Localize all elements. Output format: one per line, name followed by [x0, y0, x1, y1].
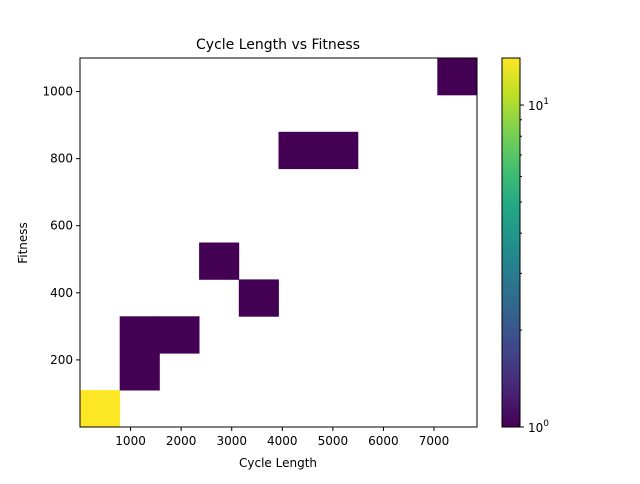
colorbar: 100 101	[501, 57, 549, 435]
colorbar-tick-label: 100	[528, 419, 549, 435]
heatmap-cell	[437, 58, 478, 96]
x-tick-label: 6000	[368, 434, 399, 448]
colorbar-ticks: 100 101	[520, 97, 549, 435]
y-tick-label: 400	[50, 286, 73, 300]
y-tick-label: 800	[50, 152, 73, 166]
heatmap-cells	[80, 58, 478, 428]
heatmap-cell	[318, 131, 359, 170]
x-axis-ticks: 1000 2000 3000 4000 5000 6000 7000	[115, 427, 449, 448]
colorbar-tick-label: 101	[528, 97, 549, 113]
x-tick-label: 2000	[166, 434, 197, 448]
heatmap-cell	[238, 279, 279, 317]
plot-frame	[79, 57, 478, 428]
heatmap-cell	[199, 242, 240, 280]
heatmap-cell	[159, 316, 200, 354]
colorbar-gradient	[502, 58, 520, 427]
x-tick-label: 3000	[216, 434, 247, 448]
y-tick-label: 600	[50, 219, 73, 233]
colorbar-frame	[501, 57, 521, 428]
x-tick-label: 5000	[318, 434, 349, 448]
x-tick-label: 4000	[267, 434, 298, 448]
x-tick-label: 7000	[419, 434, 450, 448]
y-tick-label: 200	[50, 353, 73, 367]
heatmap-cell	[80, 390, 121, 428]
chart-title: Cycle Length vs Fitness	[196, 37, 360, 53]
x-tick-label: 1000	[115, 434, 146, 448]
y-tick-label: 1000	[42, 85, 73, 99]
y-axis-label: Fitness	[16, 222, 30, 264]
x-axis-label: Cycle Length	[239, 456, 317, 470]
heatmap-cell	[278, 131, 319, 170]
heatmap-cell	[119, 316, 160, 354]
heatmap-cell	[119, 353, 160, 391]
y-axis-ticks: 200 400 600 800 1000	[42, 85, 80, 367]
